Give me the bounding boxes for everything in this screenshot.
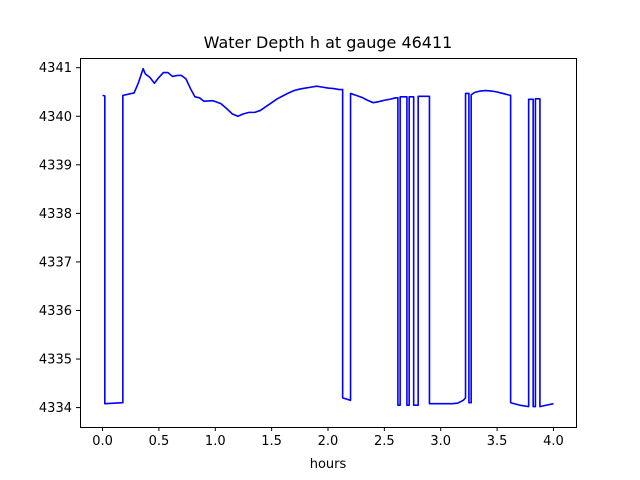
series-line <box>102 67 554 408</box>
plot-frame <box>80 58 577 428</box>
plot-area <box>80 58 576 427</box>
y-tick-label: 4337 <box>39 255 72 270</box>
x-tick-label: 1.5 <box>261 434 282 449</box>
x-tick-label: 2.0 <box>318 434 339 449</box>
y-tick-label: 4339 <box>39 158 72 173</box>
chart-title: Water Depth h at gauge 46411 <box>204 33 453 52</box>
y-tick-label: 4334 <box>39 401 72 416</box>
x-tick-label: 3.0 <box>430 434 451 449</box>
series-layer <box>102 67 554 408</box>
x-tick-label: 0.5 <box>149 434 170 449</box>
y-tick-label: 4341 <box>39 61 72 76</box>
y-tick-label: 4336 <box>39 304 72 319</box>
y-tick-label: 4335 <box>39 353 72 368</box>
y-tick-label: 4338 <box>39 207 72 222</box>
y-axis-ticks: 4334 4335 4336 4337 4338 4339 4340 4341 <box>39 61 80 416</box>
x-tick-label: 2.5 <box>374 434 395 449</box>
x-axis-label: hours <box>310 457 347 472</box>
y-tick-label: 4340 <box>39 110 72 125</box>
x-tick-label: 4.0 <box>543 434 564 449</box>
x-tick-label: 3.5 <box>487 434 508 449</box>
x-tick-label: 0.0 <box>92 434 113 449</box>
x-tick-label: 1.0 <box>205 434 226 449</box>
